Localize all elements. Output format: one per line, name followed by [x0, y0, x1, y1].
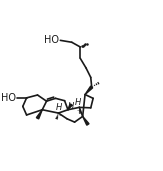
- Text: H: H: [56, 103, 62, 112]
- Polygon shape: [85, 86, 93, 95]
- Text: HO: HO: [44, 35, 59, 45]
- Text: ·: ·: [58, 114, 60, 120]
- Text: HO: HO: [1, 93, 16, 103]
- Polygon shape: [68, 104, 72, 110]
- Polygon shape: [36, 110, 42, 119]
- Text: H: H: [68, 102, 74, 111]
- Text: ·: ·: [76, 108, 79, 114]
- Polygon shape: [83, 116, 89, 125]
- Text: H: H: [74, 98, 81, 107]
